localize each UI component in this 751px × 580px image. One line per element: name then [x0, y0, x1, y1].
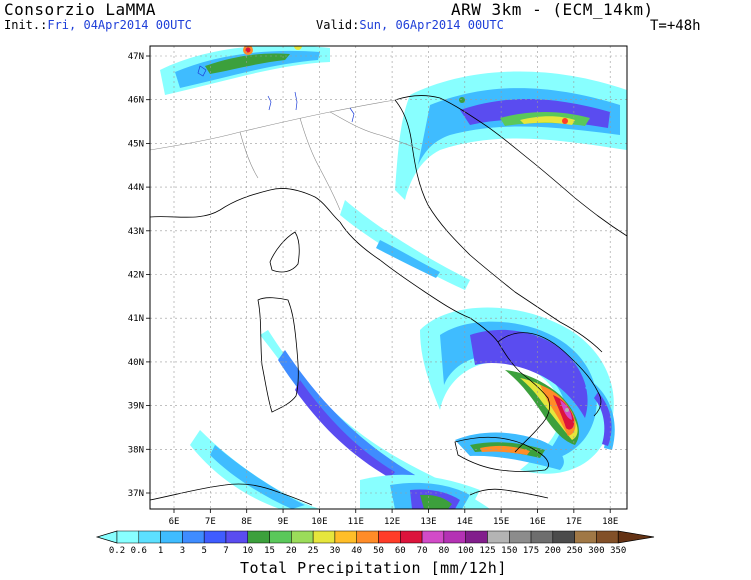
model-title: ARW 3km - (ECM_14km) — [451, 0, 654, 19]
longitude-labels: 6E 7E 8E 9E 10E 11E 12E 13E 14E 15E 16E 17E 18E — [169, 509, 618, 527]
colorbar-swatch — [465, 530, 488, 544]
colorbar-swatch — [356, 530, 379, 544]
colorbar-swatch — [487, 530, 510, 544]
colorbar-level-label: 60 — [395, 546, 406, 556]
colorbar-level-label: 40 — [351, 546, 362, 556]
colorbar-level-label: 3 — [180, 546, 185, 556]
lon-label: 10E — [311, 517, 327, 527]
lakes — [197, 65, 355, 123]
colorbar-right-arrow — [617, 530, 655, 544]
colorbar-level-label: 100 — [458, 546, 474, 556]
colorbar-title: Total Precipitation [mm/12h] — [240, 559, 507, 577]
lon-label: 6E — [169, 517, 180, 527]
colorbar-swatch — [116, 530, 140, 544]
init-value: Fri, 04Apr2014 00UTC — [47, 18, 192, 32]
colorbar-swatch — [552, 530, 575, 544]
colorbar-left-arrow — [95, 530, 118, 544]
valid-label: Valid: — [316, 18, 360, 32]
valid-value: Sun, 06Apr2014 00UTC — [359, 18, 504, 32]
source-title: Consorzio LaMMA — [4, 0, 156, 19]
colorbar-level-label: 250 — [566, 546, 582, 556]
lat-label: 45N — [128, 139, 144, 149]
colorbar-swatch — [203, 530, 227, 544]
lat-label: 43N — [128, 227, 144, 237]
lat-label: 41N — [128, 314, 144, 324]
colorbar-level-label: 0.6 — [131, 546, 147, 556]
lon-label: 13E — [420, 517, 436, 527]
lon-label: 18E — [602, 517, 618, 527]
colorbar-swatch — [160, 530, 183, 544]
colorbar-swatch — [312, 530, 336, 544]
colorbar-swatch — [138, 530, 161, 544]
colorbar-level-label: 30 — [329, 546, 340, 556]
lat-label: 37N — [128, 489, 144, 499]
lat-label: 38N — [128, 445, 144, 455]
national-borders — [150, 99, 421, 211]
lat-label: 39N — [128, 402, 144, 412]
valid-time: Valid:Sun, 06Apr2014 00UTC — [316, 18, 504, 32]
colorbar-swatch — [400, 530, 423, 544]
lead-time: T=+48h — [650, 18, 701, 34]
colorbar-swatch — [291, 530, 314, 544]
colorbar-level-label: 7 — [223, 546, 228, 556]
colorbar-labels: 0.2 0.6 1 3 5 7 10 15 20 25 30 40 50 60 70 80 100 125 150 1… — [109, 546, 626, 556]
colorbar-swatch — [596, 530, 619, 544]
lat-label: 44N — [128, 183, 144, 193]
colorbar-swatch — [421, 530, 445, 544]
lon-label: 9E — [278, 517, 289, 527]
init-label: Init.: — [4, 18, 48, 32]
graticule — [150, 46, 627, 509]
colorbar-swatch — [247, 530, 270, 544]
colorbar-swatch — [225, 530, 248, 544]
colorbar-level-label: 175 — [523, 546, 539, 556]
lat-label: 47N — [128, 52, 144, 62]
colorbar-level-label: 125 — [479, 546, 495, 556]
colorbar-level-label: 15 — [264, 546, 275, 556]
colorbar — [95, 530, 655, 544]
lon-label: 15E — [493, 517, 509, 527]
colorbar-level-label: 300 — [588, 546, 604, 556]
colorbar-level-label: 150 — [501, 546, 517, 556]
colorbar-swatch — [530, 530, 554, 544]
lat-label: 46N — [128, 96, 144, 106]
lon-label: 17E — [566, 517, 582, 527]
colorbar-level-label: 25 — [308, 546, 319, 556]
colorbar-swatch — [509, 530, 532, 544]
lon-label: 12E — [384, 517, 400, 527]
colorbar-level-label: 20 — [286, 546, 297, 556]
colorbar-level-label: 50 — [373, 546, 384, 556]
colorbar-level-label: 10 — [242, 546, 253, 556]
colorbar-swatch — [182, 530, 205, 544]
colorbar-swatch — [334, 530, 357, 544]
colorbar-level-label: 200 — [545, 546, 561, 556]
lon-label: 14E — [457, 517, 473, 527]
lon-label: 7E — [205, 517, 216, 527]
colorbar-swatch — [269, 530, 292, 544]
lat-label: 42N — [128, 271, 144, 281]
lat-label: 40N — [128, 358, 144, 368]
colorbar-level-label: 1 — [158, 546, 163, 556]
map-frame — [149, 45, 628, 510]
lon-label: 11E — [348, 517, 364, 527]
colorbar-level-label: 80 — [438, 546, 449, 556]
colorbar-level-label: 5 — [201, 546, 206, 556]
latitude-labels: 47N 46N 45N 44N 43N 42N 41N 40N 39N 38N 37N — [128, 52, 150, 499]
init-time: Init.:Fri, 04Apr2014 00UTC — [4, 18, 192, 32]
colorbar-level-label: 70 — [417, 546, 428, 556]
lon-label: 16E — [529, 517, 545, 527]
lon-label: 8E — [241, 517, 252, 527]
colorbar-swatch — [443, 530, 466, 544]
colorbar-swatch — [574, 530, 597, 544]
colorbar-level-label: 350 — [610, 546, 626, 556]
colorbar-swatch — [378, 530, 401, 544]
colorbar-level-label: 0.2 — [109, 546, 125, 556]
